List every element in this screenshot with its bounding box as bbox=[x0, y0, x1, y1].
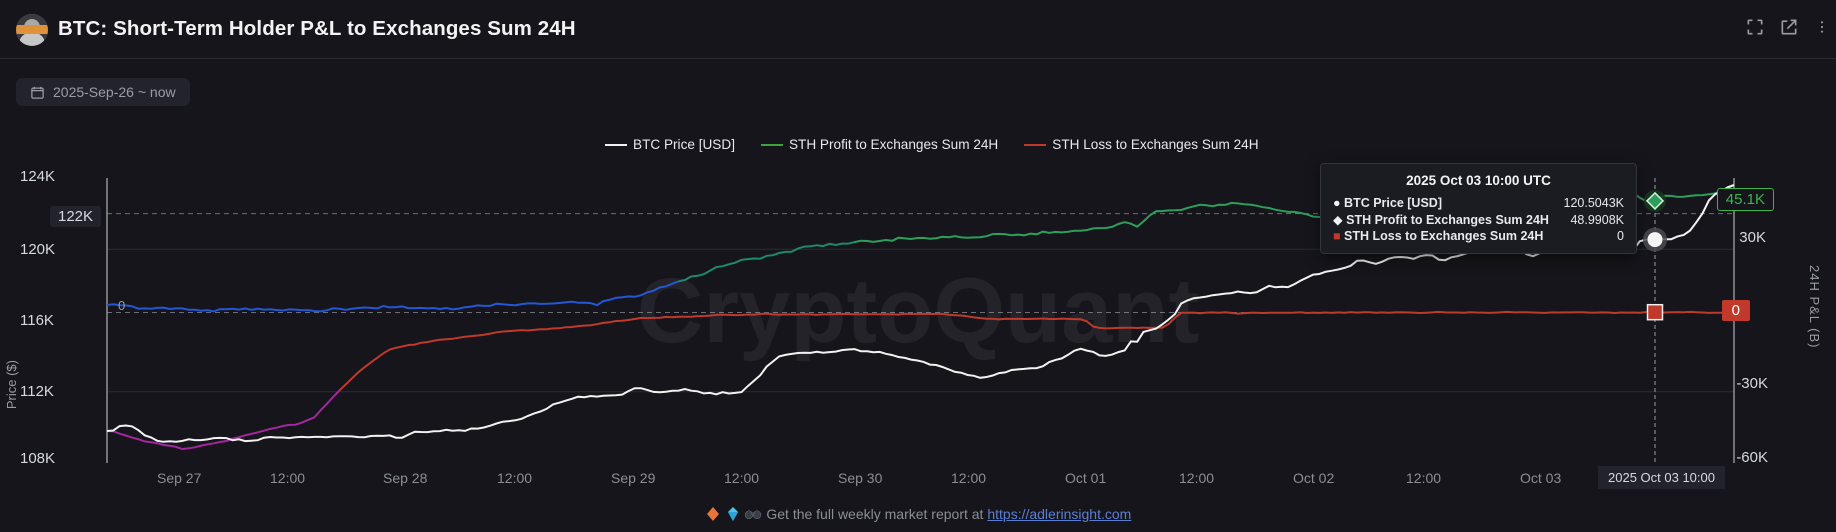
svg-text:CryptoQuant: CryptoQuant bbox=[637, 260, 1199, 362]
svg-text:0: 0 bbox=[118, 298, 125, 313]
